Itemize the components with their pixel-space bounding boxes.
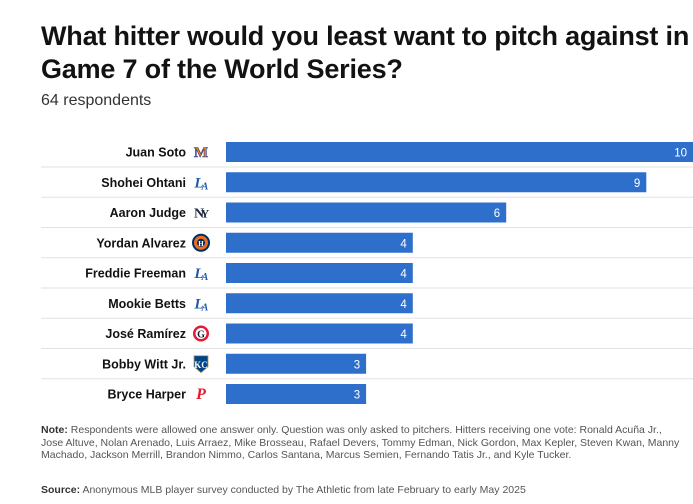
- bar-value-label: 4: [400, 299, 407, 311]
- row-label: José Ramírez: [105, 327, 186, 341]
- bar: [226, 353, 367, 374]
- bar: [226, 142, 693, 162]
- svg-text:P: P: [195, 386, 206, 403]
- source-label: Source:: [41, 484, 81, 496]
- bar-value-label: 3: [354, 359, 360, 371]
- bar: [226, 202, 507, 223]
- row-label: Aaron Judge: [110, 206, 186, 220]
- svg-text:A: A: [201, 272, 209, 283]
- yankees-logo: NY: [194, 207, 210, 222]
- row-label: Freddie Freeman: [85, 267, 186, 281]
- phillies-logo: P: [195, 386, 206, 403]
- row-label: Bryce Harper: [107, 388, 186, 402]
- bar-value-label: 10: [674, 148, 687, 160]
- bar-value-label: 4: [400, 329, 407, 341]
- bar: [226, 323, 413, 344]
- dodgers-logo: LA: [193, 266, 208, 283]
- note-label: Note:: [41, 424, 68, 436]
- svg-text:A: A: [201, 302, 209, 313]
- row-label: Mookie Betts: [108, 297, 186, 311]
- bar: [226, 384, 367, 404]
- dodgers-logo: LA: [193, 175, 208, 192]
- svg-text:L: L: [193, 296, 203, 312]
- bar: [226, 232, 413, 253]
- row-label: Shohei Ohtani: [101, 176, 186, 190]
- svg-text:H: H: [198, 240, 204, 248]
- chart-title: What hitter would you least want to pitc…: [41, 21, 690, 84]
- row-label: Juan Soto: [126, 146, 187, 160]
- bar-value-label: 3: [354, 390, 360, 402]
- bar-value-label: 4: [400, 269, 407, 281]
- bar-value-label: 6: [494, 208, 500, 220]
- row-label: Bobby Witt Jr.: [102, 357, 186, 371]
- bar: [226, 293, 413, 314]
- note-text: Respondents were allowed one answer only…: [41, 424, 680, 462]
- svg-text:M: M: [194, 145, 208, 161]
- royals-logo: KC: [193, 355, 209, 374]
- svg-text:Y: Y: [201, 207, 210, 221]
- guardians-logo: G: [193, 325, 209, 342]
- chart-note: Note: Respondents were allowed one answe…: [41, 424, 686, 462]
- astros-logo: H: [192, 233, 210, 252]
- mets-logo: M: [194, 145, 209, 162]
- svg-text:KC: KC: [194, 360, 208, 370]
- svg-text:L: L: [193, 266, 203, 282]
- source-text: Anonymous MLB player survey conducted by…: [82, 484, 526, 496]
- svg-text:G: G: [197, 330, 205, 341]
- bar: [226, 172, 647, 193]
- dodgers-logo: LA: [193, 296, 208, 313]
- chart-subtitle: 64 respondents: [41, 92, 152, 109]
- row-label: Yordan Alvarez: [96, 236, 186, 250]
- svg-text:N: N: [194, 207, 204, 222]
- bar: [226, 263, 413, 283]
- bar-value-label: 9: [634, 178, 640, 190]
- chart-source: Source: Anonymous MLB player survey cond…: [41, 484, 686, 496]
- svg-text:A: A: [201, 181, 209, 192]
- svg-text:L: L: [193, 175, 203, 191]
- bar-value-label: 4: [400, 238, 407, 250]
